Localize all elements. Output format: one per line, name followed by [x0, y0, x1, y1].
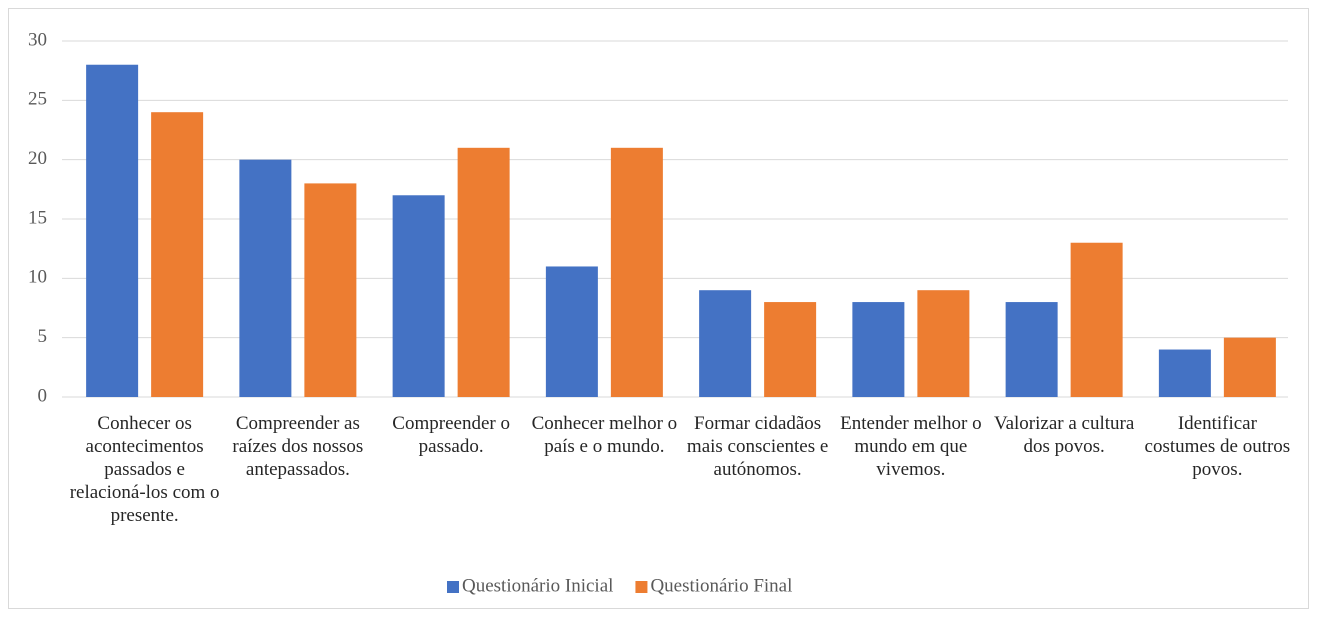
bar [1223, 337, 1276, 397]
bar [1158, 349, 1211, 397]
y-tick-label: 25 [28, 89, 47, 110]
bar [239, 159, 292, 397]
legend-label: Questionário Inicial [462, 575, 613, 596]
y-tick-label: 10 [28, 267, 47, 288]
x-tick-label: Identificar costumes de outros povos. [1144, 413, 1291, 480]
x-tick-label: Entender melhor o mundo em que vivemos. [840, 413, 982, 480]
y-tick-label: 0 [38, 385, 48, 406]
bar [457, 147, 510, 397]
bar [1005, 302, 1058, 397]
y-tick-label: 5 [38, 326, 48, 347]
y-tick-label: 20 [28, 148, 47, 169]
bar [610, 147, 663, 397]
bar [304, 183, 357, 397]
y-tick-label: 30 [28, 29, 47, 50]
x-tick-label: Valorizar a cultura dos povos. [993, 413, 1135, 457]
x-tick-label: Compreender as raízes dos nossos antepas… [232, 413, 364, 480]
bar [764, 302, 817, 397]
bar [917, 290, 970, 397]
legend-swatch [635, 581, 648, 593]
legend-label: Questionário Final [650, 575, 792, 596]
legend-swatch [447, 581, 459, 593]
bar [545, 266, 598, 397]
bar [151, 112, 204, 397]
x-tick-label: Compreender o passado. [392, 413, 510, 457]
x-tick-label: Conhecer os acontecimentos passados e re… [69, 413, 220, 526]
bar [1070, 242, 1123, 397]
x-tick-label: Formar cidadãos mais conscientes e autón… [686, 413, 829, 480]
x-tick-label: Conhecer melhor o país e o mundo. [531, 413, 678, 457]
bar [699, 290, 752, 397]
bar [86, 64, 139, 397]
bar [392, 195, 445, 397]
bar [852, 302, 905, 397]
y-tick-label: 15 [28, 207, 47, 228]
